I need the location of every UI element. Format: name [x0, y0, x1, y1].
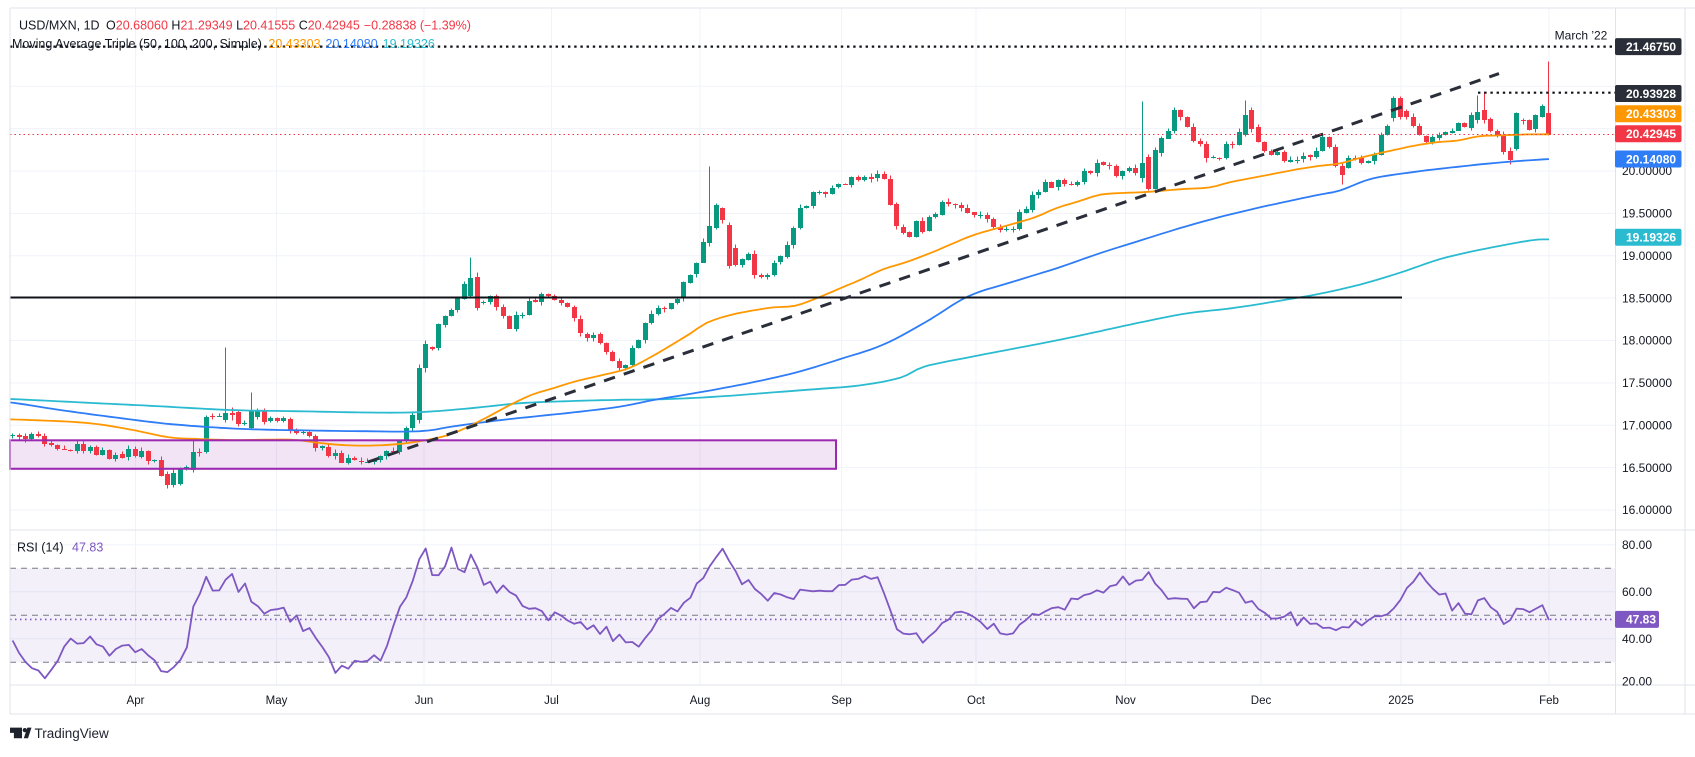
svg-text:18.50000: 18.50000	[1622, 291, 1672, 305]
svg-text:21.46750: 21.46750	[1626, 40, 1676, 54]
svg-text:20.14080: 20.14080	[1626, 152, 1676, 166]
svg-text:20.93928: 20.93928	[1626, 87, 1676, 101]
svg-text:17.00000: 17.00000	[1622, 418, 1672, 432]
svg-text:Jun: Jun	[415, 695, 434, 707]
svg-text:18.00000: 18.00000	[1622, 334, 1672, 348]
svg-text:Oct: Oct	[967, 695, 986, 707]
svg-text:19.50000: 19.50000	[1622, 207, 1672, 221]
svg-text:Nov: Nov	[1115, 695, 1136, 707]
svg-text:Feb: Feb	[1539, 695, 1559, 707]
svg-text:19.00000: 19.00000	[1622, 249, 1672, 263]
svg-text:16.50000: 16.50000	[1622, 461, 1672, 475]
svg-text:20.42945: 20.42945	[1626, 127, 1676, 141]
svg-text:20.43303: 20.43303	[1626, 107, 1676, 121]
svg-text:60.00: 60.00	[1622, 585, 1652, 599]
svg-text:TradingView: TradingView	[35, 726, 110, 741]
svg-text:40.00: 40.00	[1622, 632, 1652, 646]
svg-text:Aug: Aug	[690, 695, 710, 707]
svg-text:80.00: 80.00	[1622, 538, 1652, 552]
svg-text:Moving Average Triple (50, 100: Moving Average Triple (50, 100, 200, Sim…	[12, 37, 435, 51]
svg-text:17.50000: 17.50000	[1622, 376, 1672, 390]
svg-text:Jul: Jul	[544, 695, 559, 707]
svg-text:March ’22: March ’22	[1555, 29, 1608, 43]
svg-text:20.00000: 20.00000	[1622, 164, 1672, 178]
svg-text:47.83: 47.83	[1626, 613, 1656, 627]
svg-text:Dec: Dec	[1251, 695, 1272, 707]
svg-text:16.00000: 16.00000	[1622, 503, 1672, 517]
svg-text:20.00: 20.00	[1622, 675, 1652, 689]
svg-text:19.19326: 19.19326	[1626, 231, 1676, 245]
svg-text:RSI (14) 47.83: RSI (14) 47.83	[17, 541, 103, 555]
svg-text:Sep: Sep	[831, 695, 851, 707]
svg-text:2025: 2025	[1388, 695, 1414, 707]
svg-text:Apr: Apr	[127, 695, 145, 707]
svg-text:May: May	[266, 695, 288, 707]
